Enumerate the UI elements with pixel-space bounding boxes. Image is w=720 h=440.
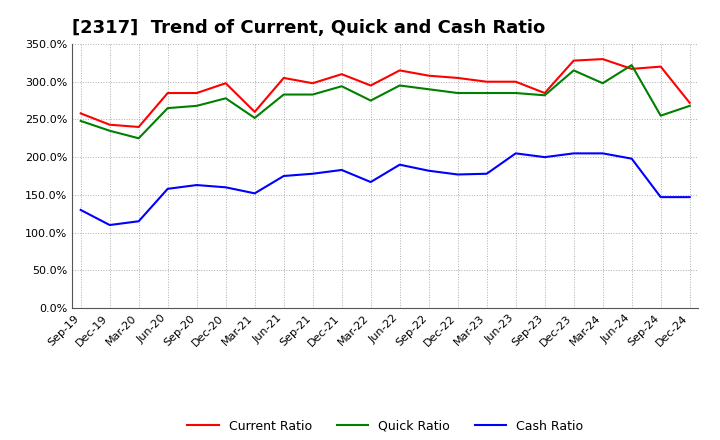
Current Ratio (308, 81, 317, 86)
Quick Ratio (338, 84, 346, 89)
Current Ratio (76, 111, 85, 116)
Line: Cash Ratio: Cash Ratio (81, 154, 690, 225)
Cash Ratio (105, 222, 114, 227)
Current Ratio (657, 64, 665, 69)
Current Ratio (482, 79, 491, 84)
Line: Current Ratio: Current Ratio (81, 59, 690, 127)
Current Ratio (366, 83, 375, 88)
Cash Ratio (338, 167, 346, 172)
Cash Ratio (135, 219, 143, 224)
Cash Ratio (454, 172, 462, 177)
Current Ratio (541, 90, 549, 95)
Quick Ratio (685, 103, 694, 109)
Current Ratio (511, 79, 520, 84)
Current Ratio (221, 81, 230, 86)
Legend: Current Ratio, Quick Ratio, Cash Ratio: Current Ratio, Quick Ratio, Cash Ratio (182, 414, 588, 437)
Cash Ratio (685, 194, 694, 200)
Quick Ratio (192, 103, 201, 109)
Quick Ratio (221, 95, 230, 101)
Current Ratio (192, 90, 201, 95)
Cash Ratio (221, 185, 230, 190)
Current Ratio (424, 73, 433, 78)
Current Ratio (395, 68, 404, 73)
Current Ratio (454, 75, 462, 81)
Quick Ratio (570, 68, 578, 73)
Cash Ratio (395, 162, 404, 167)
Quick Ratio (279, 92, 288, 97)
Cash Ratio (366, 180, 375, 185)
Current Ratio (251, 109, 259, 114)
Quick Ratio (308, 92, 317, 97)
Quick Ratio (541, 93, 549, 98)
Cash Ratio (570, 151, 578, 156)
Current Ratio (105, 122, 114, 127)
Current Ratio (570, 58, 578, 63)
Cash Ratio (541, 154, 549, 160)
Current Ratio (338, 72, 346, 77)
Quick Ratio (511, 90, 520, 95)
Current Ratio (627, 66, 636, 72)
Current Ratio (598, 56, 607, 62)
Quick Ratio (105, 128, 114, 133)
Line: Quick Ratio: Quick Ratio (81, 65, 690, 138)
Current Ratio (163, 90, 172, 95)
Text: [2317]  Trend of Current, Quick and Cash Ratio: [2317] Trend of Current, Quick and Cash … (72, 19, 545, 37)
Quick Ratio (251, 115, 259, 121)
Cash Ratio (192, 183, 201, 188)
Quick Ratio (657, 113, 665, 118)
Cash Ratio (627, 156, 636, 161)
Cash Ratio (657, 194, 665, 200)
Cash Ratio (511, 151, 520, 156)
Quick Ratio (424, 87, 433, 92)
Quick Ratio (135, 136, 143, 141)
Quick Ratio (366, 98, 375, 103)
Quick Ratio (395, 83, 404, 88)
Cash Ratio (279, 173, 288, 179)
Cash Ratio (424, 168, 433, 173)
Quick Ratio (76, 118, 85, 124)
Cash Ratio (598, 151, 607, 156)
Current Ratio (685, 100, 694, 106)
Cash Ratio (308, 171, 317, 176)
Quick Ratio (598, 81, 607, 86)
Cash Ratio (482, 171, 491, 176)
Current Ratio (279, 75, 288, 81)
Quick Ratio (163, 106, 172, 111)
Quick Ratio (454, 90, 462, 95)
Cash Ratio (251, 191, 259, 196)
Cash Ratio (163, 186, 172, 191)
Quick Ratio (482, 90, 491, 95)
Quick Ratio (627, 62, 636, 68)
Cash Ratio (76, 207, 85, 213)
Current Ratio (135, 125, 143, 130)
